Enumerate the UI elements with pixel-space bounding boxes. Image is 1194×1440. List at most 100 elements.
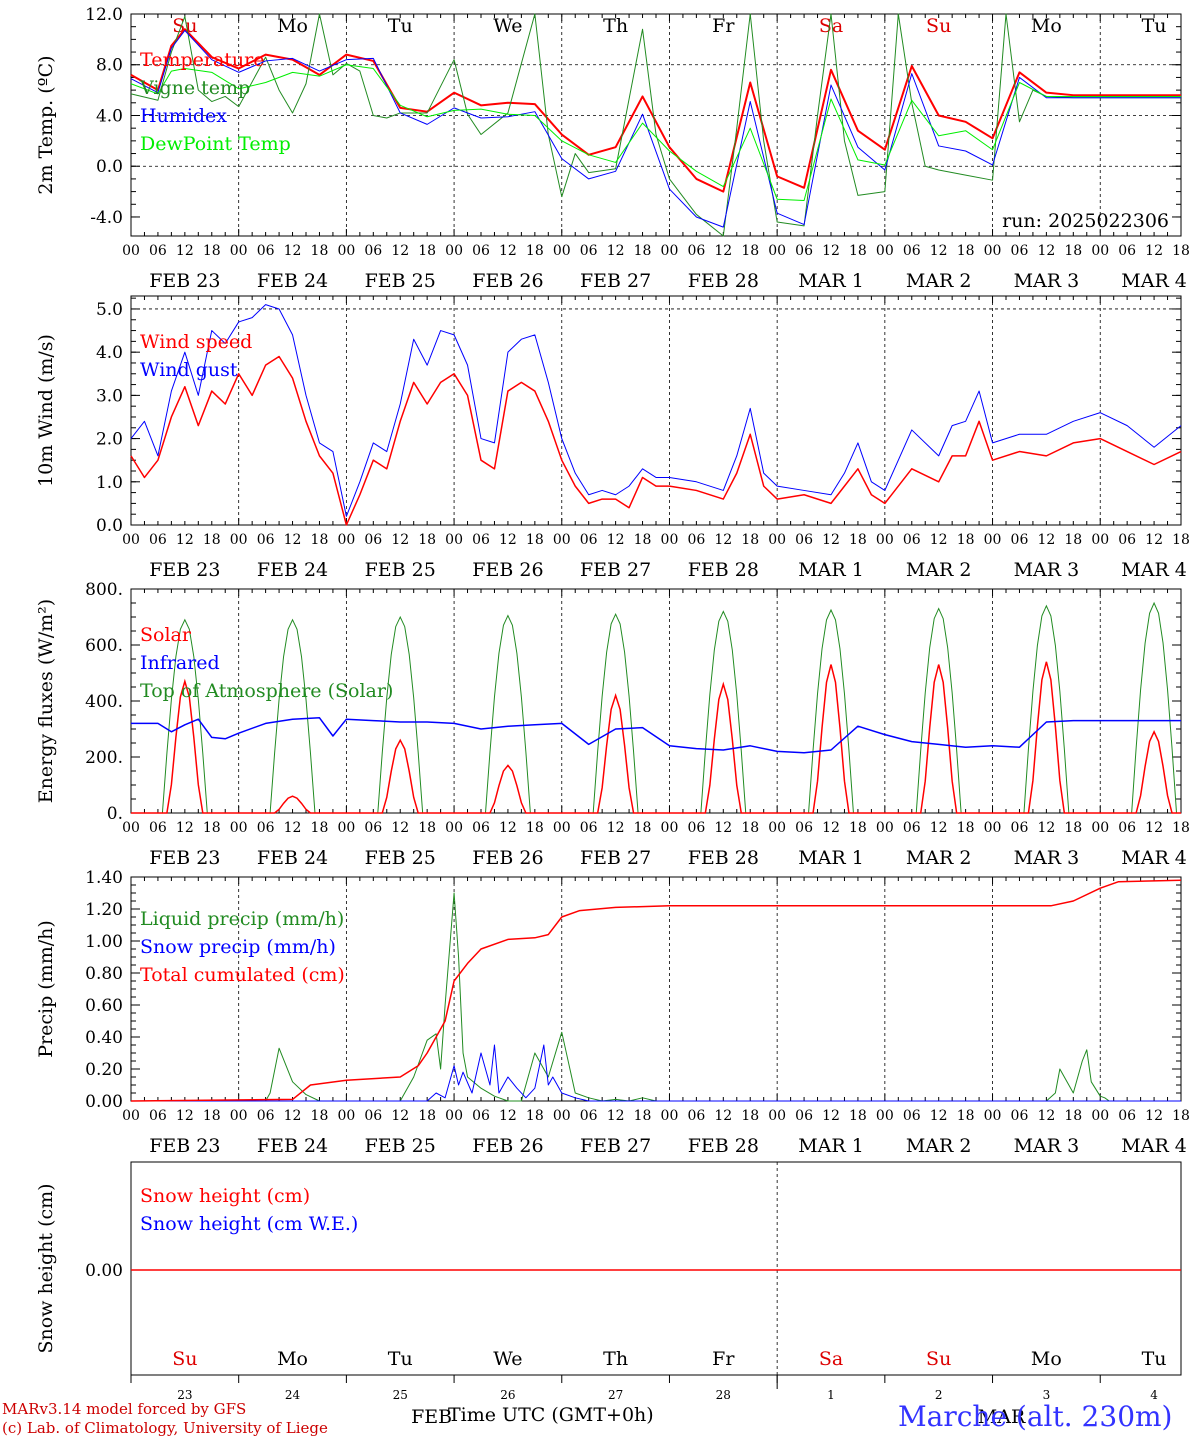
series-line-precip-1 — [131, 1044, 1181, 1102]
x-hour-label-temp: 18 — [203, 243, 221, 259]
x-hour-label-temp: 06 — [149, 243, 167, 259]
y-axis-label-temp: 2m Temp. (ºC) — [35, 55, 57, 194]
x-hour-label-temp: 18 — [741, 243, 759, 259]
x-date-label-wind: MAR 2 — [906, 559, 972, 581]
x-hour-label-wind: 18 — [203, 532, 221, 548]
x-hour-label-energy: 00 — [230, 820, 248, 836]
x-hour-label-temp: 00 — [661, 243, 679, 259]
x-hour-label-precip: 12 — [607, 1108, 625, 1124]
x-hour-label-precip: 12 — [822, 1108, 840, 1124]
run-label: run: 2025022306 — [1002, 210, 1169, 232]
x-hour-label-wind: 18 — [526, 532, 544, 548]
series-line-wind-1 — [130, 304, 1182, 517]
x-hour-label-precip: 18 — [1172, 1108, 1190, 1124]
x-date-label-energy: FEB 27 — [580, 847, 651, 869]
x-hour-label-precip: 12 — [930, 1108, 948, 1124]
x-hour-label-energy: 00 — [768, 820, 786, 836]
x-hour-label-wind: 06 — [364, 532, 382, 548]
x-hour-label-temp: 06 — [1118, 243, 1136, 259]
x-date-label-temp: MAR 1 — [798, 270, 864, 292]
x-hour-label-temp: 18 — [311, 243, 329, 259]
y-tick-label-precip: 0.00 — [85, 1092, 123, 1112]
legend-entry-precip: Liquid precip (mm/h) — [140, 908, 344, 930]
x-hour-label-wind: 12 — [1037, 532, 1055, 548]
y-tick-label-precip: 1.20 — [85, 900, 123, 920]
x-date-label-precip: FEB 28 — [688, 1135, 759, 1157]
x-hour-label-precip: 18 — [311, 1108, 329, 1124]
x-hour-label-energy: 06 — [580, 820, 598, 836]
x-hour-label-precip: 06 — [149, 1108, 167, 1124]
snow-day-number: 4 — [1150, 1388, 1158, 1402]
x-hour-label-energy: 00 — [876, 820, 894, 836]
x-hour-label-temp: 12 — [822, 243, 840, 259]
x-hour-label-energy: 12 — [1145, 820, 1163, 836]
x-hour-label-energy: 12 — [822, 820, 840, 836]
x-hour-label-wind: 18 — [311, 532, 329, 548]
x-hour-label-precip: 12 — [391, 1108, 409, 1124]
x-hour-label-precip: 18 — [526, 1108, 544, 1124]
y-tick-label-precip: 0.40 — [85, 1028, 123, 1048]
x-hour-label-energy: 18 — [849, 820, 867, 836]
x-hour-label-precip: 12 — [714, 1108, 732, 1124]
x-hour-label-precip: 06 — [1118, 1108, 1136, 1124]
x-hour-label-wind: 00 — [876, 532, 894, 548]
x-hour-label-wind: 12 — [822, 532, 840, 548]
station-name: Marche (alt. 230m) — [898, 1400, 1173, 1433]
x-date-label-precip: MAR 3 — [1014, 1135, 1080, 1157]
lab-credit: (c) Lab. of Climatology, University of L… — [2, 1419, 328, 1437]
legend-entry-wind: Wind gust — [140, 359, 238, 381]
x-hour-label-wind: 06 — [257, 532, 275, 548]
x-date-label-wind: FEB 26 — [472, 559, 543, 581]
x-date-label-energy: MAR 3 — [1014, 847, 1080, 869]
y-tick-label-wind: 0.0 — [96, 516, 123, 536]
x-date-label-wind: FEB 24 — [257, 559, 328, 581]
x-hour-label-precip: 06 — [795, 1108, 813, 1124]
x-hour-label-precip: 00 — [553, 1108, 571, 1124]
x-date-label-wind: FEB 23 — [149, 559, 220, 581]
x-date-label-temp: FEB 24 — [257, 270, 328, 292]
x-hour-label-wind: 00 — [1091, 532, 1109, 548]
snow-weekday-label: We — [493, 1348, 522, 1370]
x-hour-label-wind: 06 — [1118, 532, 1136, 548]
x-hour-label-energy: 00 — [1091, 820, 1109, 836]
series-line-temp-2 — [130, 29, 1181, 228]
legend-entry-temp: Temperature — [140, 49, 264, 71]
y-tick-label-wind: 1.0 — [96, 473, 123, 493]
legend-entry-snow: Snow height (cm) — [140, 1185, 310, 1207]
snow-weekday-label: Th — [603, 1348, 628, 1370]
x-hour-label-temp: 18 — [1172, 243, 1190, 259]
model-credit: MARv3.14 model forced by GFS — [2, 1400, 247, 1418]
series-line-wind-0 — [130, 355, 1182, 526]
x-hour-label-wind: 12 — [499, 532, 517, 548]
month-label-mar: MAR — [978, 1406, 1026, 1428]
x-hour-label-temp: 00 — [876, 243, 894, 259]
y-axis-label-energy: Energy fluxes (W/m²) — [35, 599, 57, 803]
x-hour-label-energy: 18 — [311, 820, 329, 836]
x-hour-label-precip: 18 — [634, 1108, 652, 1124]
x-hour-label-wind: 12 — [284, 532, 302, 548]
x-date-label-precip: MAR 2 — [906, 1135, 972, 1157]
series-line-temp-3 — [130, 64, 1181, 201]
x-date-label-temp: MAR 4 — [1121, 270, 1187, 292]
x-hour-label-wind: 06 — [795, 532, 813, 548]
weekday-label: Su — [926, 15, 951, 37]
x-hour-label-precip: 00 — [1091, 1108, 1109, 1124]
y-tick-label-precip: 0.80 — [85, 964, 123, 984]
x-hour-label-wind: 06 — [687, 532, 705, 548]
x-hour-label-temp: 18 — [634, 243, 652, 259]
x-hour-label-precip: 00 — [122, 1108, 140, 1124]
x-hour-label-energy: 00 — [337, 820, 355, 836]
x-date-label-wind: FEB 28 — [688, 559, 759, 581]
x-hour-label-energy: 12 — [284, 820, 302, 836]
x-hour-label-precip: 06 — [687, 1108, 705, 1124]
toa-solar-line — [131, 601, 1181, 814]
x-hour-label-wind: 18 — [1064, 532, 1082, 548]
snow-weekday-label: Sa — [819, 1348, 843, 1370]
y-tick-label-wind: 3.0 — [96, 386, 123, 406]
x-date-label-energy: FEB 23 — [149, 847, 220, 869]
x-hour-label-wind: 06 — [903, 532, 921, 548]
y-tick-label-precip: 0.20 — [85, 1060, 123, 1080]
x-hour-label-wind: 12 — [176, 532, 194, 548]
x-date-label-wind: MAR 1 — [798, 559, 864, 581]
x-hour-label-energy: 18 — [418, 820, 436, 836]
